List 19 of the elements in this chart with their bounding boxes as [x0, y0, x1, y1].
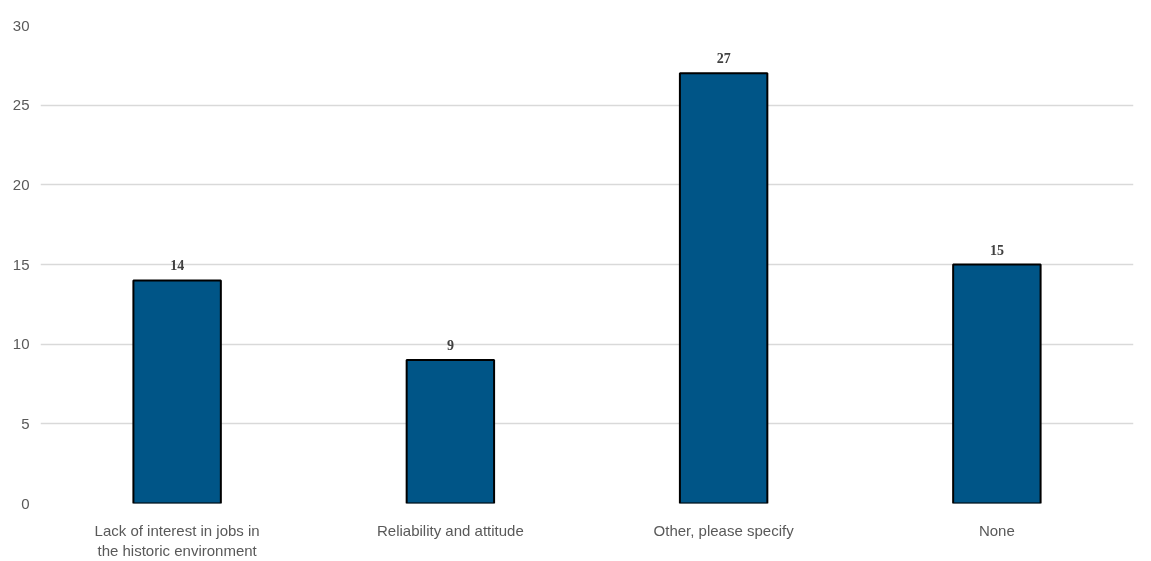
y-tick-label: 25 — [12, 96, 30, 114]
data-label: 14 — [170, 258, 185, 274]
bar — [952, 263, 1042, 504]
data-label: 15 — [989, 242, 1004, 258]
x-tick-label: Lack of interest in jobs in the historic environment — [94, 521, 260, 559]
x-tick-label: Other, please specify — [653, 521, 795, 539]
y-tick-label: 15 — [12, 255, 30, 273]
data-label: 27 — [716, 51, 731, 67]
bar — [405, 359, 496, 504]
y-tick-label: 30 — [12, 16, 30, 34]
bar — [678, 72, 769, 504]
y-tick-label: 0 — [21, 494, 30, 512]
y-tick-label: 20 — [12, 175, 30, 193]
data-label: 9 — [446, 338, 454, 354]
y-tick-label: 10 — [12, 335, 30, 353]
x-tick-label: None — [978, 521, 1015, 539]
y-tick-label: 5 — [21, 414, 30, 432]
x-tick-label: Reliability and attitude — [377, 521, 524, 539]
bar — [132, 279, 222, 504]
